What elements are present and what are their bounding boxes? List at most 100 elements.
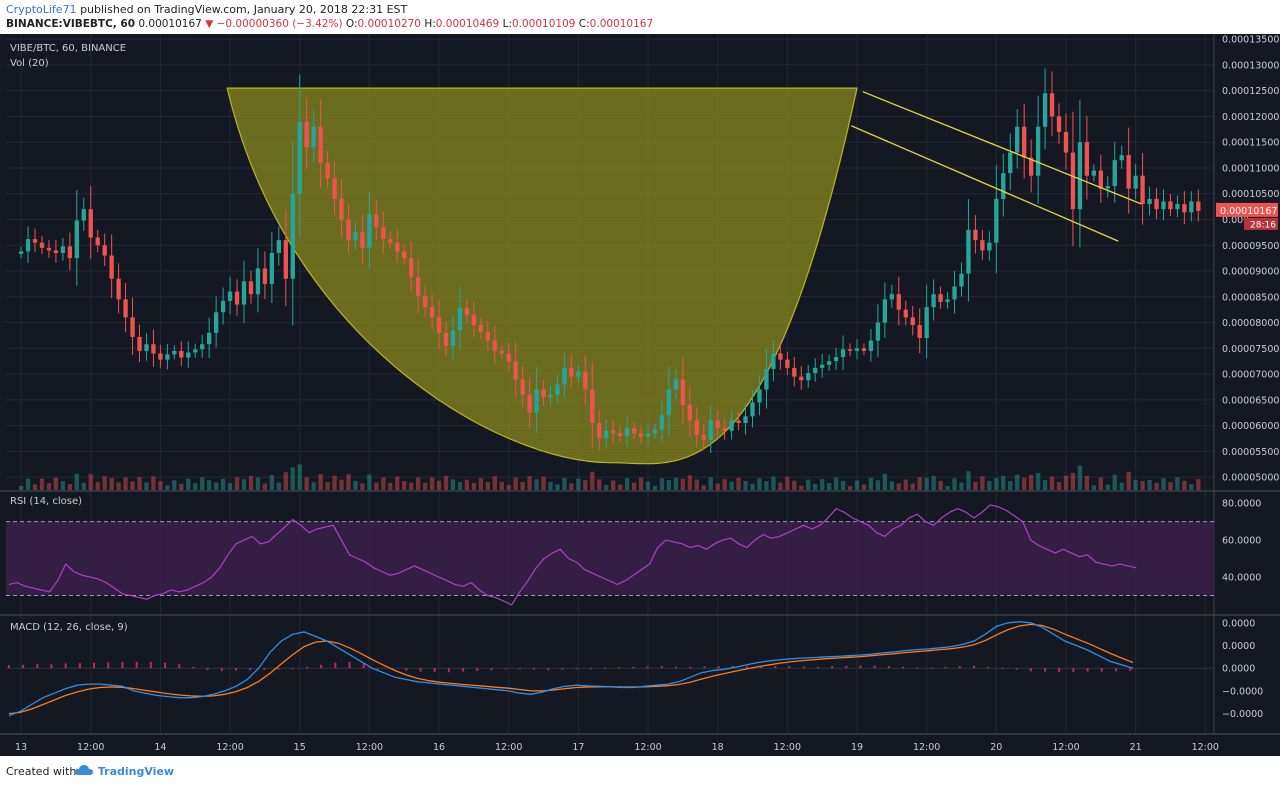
author-link[interactable]: CryptoLife71: [6, 3, 77, 16]
volume-bar: [450, 479, 456, 490]
candle-body: [60, 246, 66, 253]
volume-bar: [541, 476, 546, 490]
volume-bar: [910, 483, 915, 490]
candle-body: [158, 353, 163, 360]
volume-bar: [429, 477, 435, 490]
candle-body: [1091, 170, 1096, 176]
candle-body: [645, 433, 651, 437]
price-tick-label: 0.00012500: [1222, 86, 1279, 97]
volume-bar: [241, 479, 247, 490]
volume-bar: [1022, 477, 1027, 490]
volume-bar: [367, 474, 372, 490]
candle-body: [1140, 175, 1145, 205]
volume-bar: [193, 483, 198, 490]
candle-body: [241, 281, 247, 305]
volume-bar: [1056, 482, 1062, 490]
candle-body: [1147, 198, 1152, 205]
channel-lines: [850, 91, 1142, 242]
macd-line: [8, 621, 1134, 717]
macd-hist-bar: [78, 663, 81, 669]
tradingview-logo[interactable]: TradingView: [74, 764, 174, 778]
candle-body: [527, 394, 532, 413]
macd-tick-label: 0.0000: [1222, 664, 1255, 675]
macd-hist-bar: [632, 666, 635, 669]
volume-bar: [186, 478, 191, 490]
macd-hist-bar: [575, 668, 578, 670]
volume-bar: [1168, 482, 1173, 490]
macd-hist-bar: [1015, 668, 1018, 670]
volume-bar: [123, 477, 128, 490]
candle-body: [1056, 116, 1062, 132]
candle-body: [492, 340, 497, 351]
close-label: C:: [578, 18, 590, 30]
candle-body: [854, 348, 860, 351]
volume-bar: [534, 479, 539, 490]
time-tick-label: 14: [154, 742, 166, 753]
volume-bar: [778, 482, 783, 490]
candle-body: [1175, 204, 1180, 210]
candle-body: [861, 348, 867, 351]
macd-hist-bar: [462, 668, 465, 672]
volume-bar: [74, 473, 79, 490]
time-tick-label: 12:00: [216, 742, 243, 753]
candle-body: [74, 220, 79, 259]
volume-bar: [1175, 477, 1180, 490]
candle-body: [186, 352, 191, 358]
rsi-tick-label: 60.0000: [1222, 536, 1261, 547]
time-tick-label: 15: [294, 742, 306, 753]
macd-hist-bar: [476, 668, 479, 671]
volume-bar: [1042, 479, 1048, 490]
candle-body: [381, 227, 386, 240]
macd-hist-bar: [518, 668, 521, 670]
chart-area[interactable]: 0.00013500 0.00013000 0.00012500 0.00012000…: [0, 34, 1280, 756]
volume-bar: [1140, 480, 1145, 490]
volume-bar: [325, 482, 330, 490]
low-value: 0.00010109: [511, 18, 576, 30]
volume-bar: [562, 477, 567, 490]
time-tick-label: 12:00: [356, 742, 383, 753]
macd-hist-bar: [987, 666, 990, 669]
candle-body: [813, 367, 818, 374]
candle-body: [374, 214, 379, 228]
chart-svg[interactable]: 0.00013500 0.00013000 0.00012500 0.00012000…: [0, 34, 1280, 756]
candle-body: [520, 379, 525, 395]
close-value: 0.00010167: [589, 18, 654, 30]
candle-body: [638, 433, 644, 437]
volume-bar: [374, 482, 379, 490]
candle-body: [360, 232, 365, 248]
candle-body: [806, 373, 811, 381]
candlesticks: [18, 68, 1201, 453]
volume-bar: [402, 481, 407, 490]
price-tick-label: 0.00007000: [1222, 370, 1279, 381]
candle-body: [736, 420, 741, 424]
volume-bar: [861, 484, 867, 490]
candle-body: [165, 354, 170, 360]
candle-body: [353, 232, 358, 241]
footer: Created with TradingView: [0, 756, 1280, 786]
price-tick-label: 0.00007500: [1222, 344, 1279, 355]
macd-tick-label: 0.0000: [1222, 618, 1255, 629]
macd-hist-bar: [263, 668, 266, 670]
volume-bar: [875, 480, 881, 490]
candle-body: [1015, 126, 1020, 153]
volume-bar: [673, 477, 679, 490]
volume-bar: [1154, 483, 1159, 490]
volume-bar: [1091, 485, 1096, 490]
price-tick-label: 0.00006500: [1222, 395, 1279, 406]
macd-hist-bar: [121, 662, 124, 669]
price-tick-label: 0.00013500: [1222, 35, 1279, 46]
volume-bar: [506, 484, 511, 490]
candle-body: [1189, 201, 1194, 213]
candle-body: [53, 250, 59, 253]
candle-body: [172, 350, 177, 355]
macd-hist-bar: [220, 668, 223, 671]
candle-body: [88, 209, 93, 238]
volume-bar: [39, 478, 45, 490]
volume-bar: [987, 480, 992, 490]
macd-hist-bar: [1029, 668, 1032, 672]
volume-bar: [478, 478, 484, 490]
price-tick-label: 0.00009000: [1222, 267, 1279, 278]
candle-body: [290, 193, 295, 279]
volume-bar: [1147, 480, 1152, 490]
volume-bar: [436, 480, 442, 490]
